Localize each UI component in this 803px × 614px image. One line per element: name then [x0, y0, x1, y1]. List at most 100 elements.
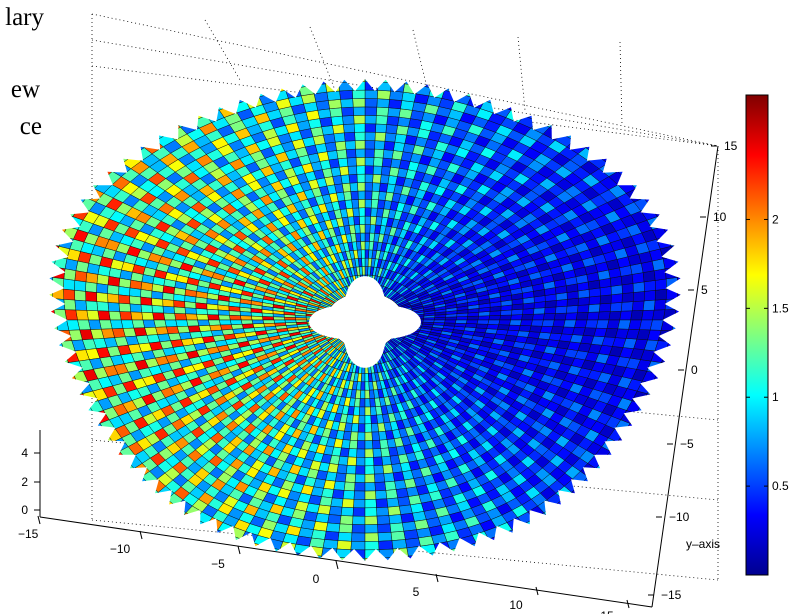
surface-facet [408, 554, 425, 561]
surface-facet [339, 90, 353, 100]
surface-facet [643, 290, 656, 302]
surface-facet [344, 473, 356, 483]
surface-facet [49, 330, 62, 343]
surface-facet [506, 329, 520, 337]
surface-facet [562, 492, 580, 507]
surface-facet [395, 125, 409, 136]
surface-facet [364, 98, 378, 108]
surface-facet [381, 157, 393, 168]
surface-facet [364, 148, 375, 158]
surface-facet [293, 543, 310, 555]
surface-facet [373, 148, 385, 159]
surface-facet [397, 496, 411, 507]
surface-facet [401, 316, 414, 319]
surface-facet [352, 515, 366, 525]
surface-facet [668, 330, 681, 343]
surface-facet [96, 283, 109, 294]
surface-facet [631, 300, 645, 312]
surface-facet [389, 522, 405, 533]
surface-facet [359, 356, 364, 366]
surface-facet [540, 325, 554, 334]
surface-facet [377, 523, 392, 534]
surface-facet [322, 539, 339, 550]
surface-facet [153, 319, 167, 328]
surface-facet [173, 306, 186, 315]
surface-facet [621, 283, 634, 294]
surface-facet [53, 351, 69, 365]
surface-facet [349, 439, 358, 450]
surface-facet [541, 319, 555, 327]
surface-facet [364, 473, 376, 483]
x-tick-label: −10 [110, 542, 131, 556]
surface-facet [401, 314, 414, 318]
surface-facet [364, 165, 374, 175]
surface-facet [586, 311, 600, 321]
surface-facet [463, 542, 481, 555]
colorbar-gradient [745, 94, 769, 576]
surface-facet [338, 81, 353, 92]
surface-facet [184, 307, 197, 315]
surface-facet [385, 124, 398, 135]
x-tick-label: 5 [413, 585, 420, 599]
surface-facet [610, 302, 623, 312]
surface-facet [379, 182, 389, 193]
surface-facet [587, 468, 605, 483]
surface-facet [262, 316, 275, 321]
surface-facet [378, 548, 395, 559]
surface-facet [343, 123, 355, 134]
surface-facet [364, 499, 377, 509]
surface-facet [75, 309, 89, 321]
surface-facet [367, 283, 372, 293]
colorbar-tick-label: 1.5 [772, 301, 789, 315]
surface-facet [151, 290, 164, 300]
surface-facet [388, 99, 403, 110]
surface-facet [52, 287, 65, 300]
surface-facet [387, 107, 401, 118]
surface-facet [377, 79, 393, 83]
surface-facet [400, 322, 412, 326]
surface-facet [377, 90, 391, 100]
surface-facet [319, 324, 331, 329]
z-tick-label: 2 [21, 475, 28, 489]
surface-facet [364, 415, 372, 425]
surface-facet [262, 319, 275, 324]
surface-facet [317, 504, 332, 515]
surface-facet [97, 310, 111, 321]
surface-facet [184, 301, 197, 309]
surface-facet [343, 132, 356, 142]
surface-facet [200, 102, 220, 116]
y-tick-label: −10 [669, 510, 690, 524]
surface-facet [643, 280, 656, 292]
surface-facet [671, 319, 681, 332]
surface-facet [372, 174, 382, 184]
surface-facet [377, 199, 386, 210]
surface-facet [643, 193, 662, 208]
surface-facet [332, 489, 345, 500]
surface-facet [533, 307, 546, 315]
surface-facet [368, 347, 372, 357]
surface-facet [359, 232, 366, 242]
surface-facet [284, 316, 296, 321]
surface-facet [350, 431, 359, 441]
surface-facet [358, 199, 366, 209]
surface-facet [338, 523, 353, 534]
surface-facet [85, 300, 99, 312]
surface-facet [74, 270, 88, 283]
surface-facet [229, 319, 243, 325]
grid-line [309, 26, 336, 91]
surface-facet [350, 190, 359, 201]
surface-facet [351, 81, 366, 91]
surface-facet [366, 283, 370, 293]
surface-facet [399, 324, 411, 329]
surface-facet [360, 347, 364, 357]
surface-facet [630, 310, 644, 321]
surface-facet [530, 319, 544, 327]
surface-facet [125, 468, 143, 483]
surface-facet [141, 312, 155, 321]
surface-facet [162, 305, 175, 314]
surface-facet [415, 85, 432, 97]
surface-facet [195, 308, 208, 315]
surface-facet [646, 383, 663, 397]
surface-facet [129, 303, 142, 313]
surface-facet [354, 283, 359, 293]
